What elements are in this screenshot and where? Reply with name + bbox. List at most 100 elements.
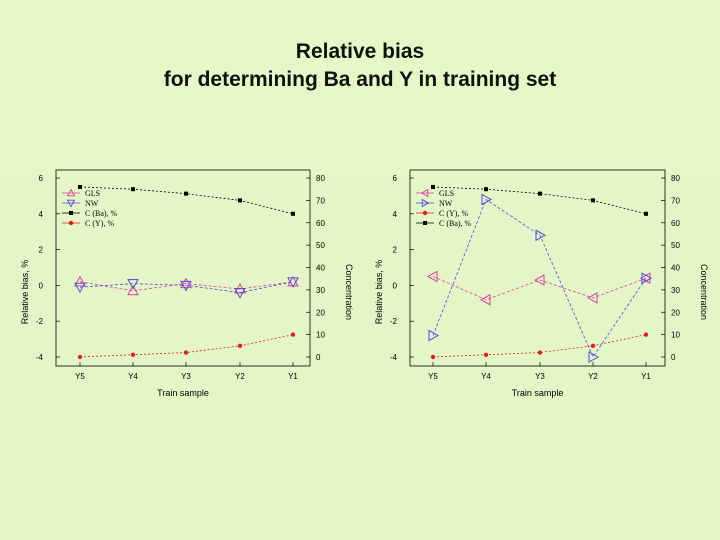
data-point <box>290 332 296 337</box>
data-point <box>533 274 545 286</box>
x-tick-label: Y3 <box>535 372 545 381</box>
data-point <box>127 279 139 290</box>
data-point <box>237 343 243 349</box>
x-tick-label: Y4 <box>128 372 138 381</box>
series-line <box>79 281 294 293</box>
y-right-tick-label: 50 <box>671 241 680 250</box>
data-point <box>588 351 600 363</box>
data-point <box>483 352 489 357</box>
series-gls <box>426 270 651 306</box>
y-right-tick-label: 80 <box>316 174 325 183</box>
data-point <box>74 282 86 294</box>
legend-marker <box>69 211 73 215</box>
x-tick-label: Y2 <box>588 372 598 381</box>
series-line <box>432 276 647 301</box>
x-axis-title: Train sample <box>512 388 564 398</box>
data-point <box>74 275 86 287</box>
data-point <box>180 280 192 292</box>
data-point <box>643 332 649 337</box>
x-tick-label: Y3 <box>181 372 191 381</box>
data-point <box>484 187 488 192</box>
legend-label: GLS <box>85 189 100 198</box>
x-axis-title: Train sample <box>157 388 209 398</box>
y-left-tick-label: 0 <box>393 281 398 290</box>
x-tick-label: Y2 <box>235 372 245 381</box>
data-point <box>180 277 192 289</box>
y-left-axis-title: Relative bias, % <box>20 260 30 325</box>
legend-label: C (Ba), % <box>85 209 118 218</box>
y-right-tick-label: 30 <box>316 286 325 295</box>
y-left-tick-label: -2 <box>36 317 44 326</box>
data-point <box>431 184 435 189</box>
data-point <box>130 352 136 357</box>
y-right-tick-label: 0 <box>671 353 676 362</box>
plot-frame <box>409 169 666 367</box>
legend-marker <box>68 220 74 226</box>
y-left-tick-label: 6 <box>393 174 398 183</box>
legend-label: GLS <box>439 189 454 198</box>
y-left-tick-label: -4 <box>390 353 398 362</box>
y-left-tick-label: 2 <box>393 246 398 255</box>
legend-label: C (Y), % <box>439 209 468 218</box>
series-c-y <box>77 332 296 360</box>
legend-marker <box>422 210 428 216</box>
data-point <box>481 193 493 206</box>
y-right-axis-title: Concentration <box>344 264 354 320</box>
y-right-tick-label: 30 <box>671 286 680 295</box>
data-point <box>78 184 82 189</box>
data-point <box>428 329 440 342</box>
slide-title-line-2: for determining Ba and Y in training set <box>163 68 557 91</box>
series-c-y <box>430 332 649 360</box>
data-point <box>183 350 189 355</box>
series-line <box>432 198 647 358</box>
x-tick-label: Y1 <box>641 372 651 381</box>
legend-marker <box>421 198 430 208</box>
data-point <box>426 270 438 283</box>
data-point <box>131 187 135 192</box>
series-c-ba <box>431 184 648 216</box>
x-tick-label: Y1 <box>288 372 298 381</box>
y-left-tick-label: -4 <box>36 353 44 362</box>
y-right-tick-label: 10 <box>671 331 680 340</box>
y-right-tick-label: 80 <box>671 174 680 183</box>
y-right-tick-label: 20 <box>671 308 680 317</box>
y-left-tick-label: 2 <box>39 246 44 255</box>
data-point <box>234 288 246 299</box>
x-tick-label: Y5 <box>75 372 85 381</box>
legend-label: NW <box>85 199 99 208</box>
series-nw <box>428 193 653 363</box>
series-nw <box>74 277 299 299</box>
plot-frame <box>55 169 311 367</box>
slide-title: Relative bias for determining Ba and Y i… <box>0 38 720 94</box>
data-point <box>479 293 491 306</box>
slide-title-line-1: Relative bias <box>295 40 425 63</box>
data-point <box>641 272 653 285</box>
legend-marker <box>420 188 429 198</box>
legend-marker <box>66 188 76 197</box>
y-right-tick-label: 70 <box>671 196 680 205</box>
y-right-tick-label: 50 <box>316 241 325 250</box>
y-right-tick-label: 40 <box>316 264 325 273</box>
data-point <box>644 211 648 216</box>
legend-label: C (Ba), % <box>439 219 472 228</box>
data-point <box>77 354 83 360</box>
legend-label: NW <box>439 199 453 208</box>
y-right-tick-label: 10 <box>316 331 325 340</box>
data-point <box>590 343 596 349</box>
data-point <box>238 198 242 203</box>
data-point <box>430 354 436 360</box>
legend-marker <box>423 221 427 225</box>
data-point <box>537 350 543 355</box>
series-line <box>79 281 294 292</box>
data-point <box>586 292 598 304</box>
data-point <box>287 277 299 288</box>
series-c-ba <box>78 184 295 216</box>
y-right-tick-label: 20 <box>316 308 325 317</box>
legend-label: C (Y), % <box>85 219 114 228</box>
y-right-tick-label: 40 <box>671 264 680 273</box>
y-right-tick-label: 70 <box>316 196 325 205</box>
legend-marker <box>66 199 76 208</box>
data-point <box>127 284 139 296</box>
